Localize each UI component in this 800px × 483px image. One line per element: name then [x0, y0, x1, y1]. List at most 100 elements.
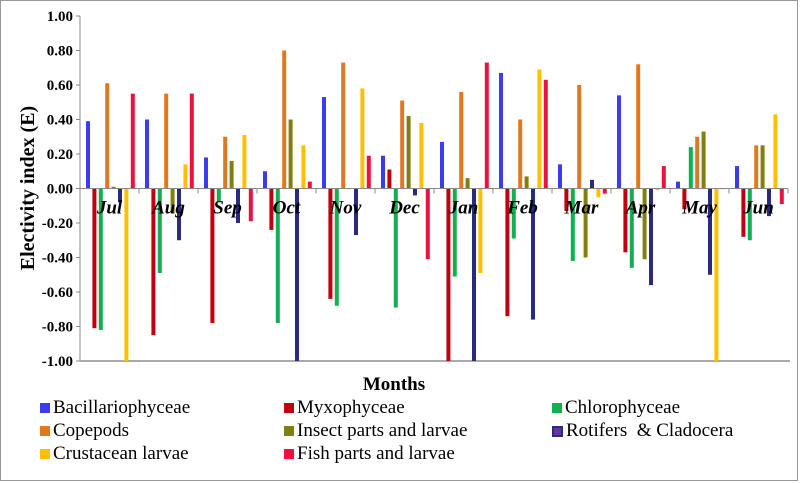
bar-aug-0: [145, 119, 149, 189]
bar-nov-7: [366, 155, 371, 189]
month-label: May: [681, 198, 717, 219]
bar-jul-5: [118, 188, 122, 203]
y-tick-label: 0.40: [47, 113, 73, 129]
y-tick-label: 0.00: [47, 182, 73, 198]
month-label: Feb: [506, 198, 538, 219]
bar-dec-1: [387, 169, 392, 189]
chart-plot: 1.00 0.80 0.60 0.40 0.20 0.00 -0.20 -0.40 -0.60 -…: [17, 9, 790, 395]
legend-swatch: [40, 449, 50, 459]
y-tick-label: 0.60: [47, 78, 73, 94]
bar-feb-1: [505, 188, 510, 317]
bar-jul-0: [86, 121, 90, 189]
month-label: Sep: [213, 198, 242, 219]
legend-item: Fish parts and larvae: [284, 443, 455, 465]
legend-item: Crustacean larvae: [40, 443, 189, 465]
y-tick-label: -0.40: [42, 251, 73, 267]
legend-swatch: [40, 403, 50, 413]
month-label: Jul: [96, 198, 123, 219]
bar-oct-0: [263, 171, 267, 189]
month-label: Aug: [151, 198, 185, 219]
y-tick-label: 0.20: [47, 147, 73, 163]
bar-may-2: [688, 147, 693, 189]
bar-feb-4: [524, 176, 529, 189]
bar-apr-4: [642, 188, 647, 260]
bar-jul-1: [92, 188, 97, 329]
bar-jul-7: [130, 93, 135, 189]
y-axis: 1.00 0.80 0.60 0.40 0.20 0.00 -0.20 -0.40 -0.60 -…: [42, 9, 790, 370]
bar-mar-4: [583, 188, 588, 258]
month-label: Jan: [448, 198, 479, 219]
bar-mar-5: [590, 179, 594, 189]
legend-item: Chlorophyceae: [552, 397, 680, 419]
bar-jun-5: [767, 188, 771, 217]
y-tick-label: -1.00: [42, 354, 73, 370]
legend-swatch: [552, 425, 563, 437]
bar-nov-2: [334, 188, 339, 306]
bar-dec-6: [419, 122, 424, 189]
bar-dec-7: [425, 188, 430, 260]
bar-dec-0: [381, 155, 385, 189]
bar-jan-2: [452, 188, 457, 277]
y-axis-title: Electivity index (E): [17, 106, 39, 270]
bar-jan-6: [478, 188, 483, 274]
bar-jun-7: [779, 188, 784, 205]
bar-mar-3: [577, 85, 582, 189]
bar-jan-5: [472, 188, 476, 361]
legend-swatch: [284, 449, 294, 459]
bar-dec-4: [406, 116, 411, 189]
bar-feb-0: [499, 72, 503, 189]
bar-apr-3: [636, 64, 641, 189]
bar-may-5: [708, 188, 712, 275]
bar-apr-7: [661, 166, 666, 189]
bar-apr-0: [617, 95, 621, 189]
bar-jan-1: [446, 188, 451, 361]
bar-jan-4: [465, 178, 470, 189]
bar-oct-6: [301, 145, 306, 189]
bar-oct-4: [288, 119, 293, 189]
legend-label: Fish parts and larvae: [297, 443, 455, 464]
bars-group: [86, 50, 784, 361]
bar-sep-7: [248, 188, 253, 222]
bar-jan-7: [484, 62, 489, 189]
legend-swatch: [40, 426, 50, 436]
bar-mar-1: [564, 188, 569, 211]
bar-aug-7: [189, 93, 194, 189]
bar-jun-1: [741, 188, 746, 237]
bar-aug-5: [177, 188, 181, 241]
bar-nov-5: [354, 188, 358, 236]
legend-swatch: [284, 403, 294, 413]
bar-may-3: [695, 136, 700, 189]
bar-feb-2: [511, 188, 516, 239]
month-label: Jun: [742, 198, 774, 219]
bar-may-0: [676, 181, 680, 189]
bar-may-4: [701, 131, 706, 189]
bar-aug-2: [157, 188, 162, 274]
bar-nov-3: [341, 62, 346, 189]
bar-may-1: [682, 188, 687, 210]
bar-aug-3: [164, 93, 169, 189]
bar-sep-4: [229, 160, 234, 189]
legend-item: Bacillariophyceae: [40, 397, 190, 419]
bar-jun-4: [760, 145, 765, 189]
bar-aug-4: [170, 188, 175, 213]
legend-label: Rotifers & Cladocera: [566, 420, 734, 441]
bar-apr-5: [649, 188, 653, 286]
bar-sep-2: [216, 188, 221, 203]
bar-mar-6: [596, 188, 601, 198]
legend-item: Rotifers & Cladocera: [552, 420, 733, 442]
bar-oct-5: [295, 188, 299, 361]
bar-dec-3: [400, 100, 405, 189]
legend-label: Copepods: [53, 420, 129, 441]
legend-label: Bacillariophyceae: [53, 397, 191, 418]
bar-feb-6: [537, 69, 542, 189]
bar-feb-7: [543, 79, 548, 189]
legend-swatch: [552, 403, 562, 413]
bar-apr-2: [629, 188, 634, 268]
y-tick-label: 0.80: [47, 44, 73, 60]
bar-jun-3: [754, 145, 759, 189]
bar-jan-3: [459, 91, 464, 189]
bar-sep-6: [242, 135, 247, 189]
legend-label: Myxophyceae: [297, 397, 405, 418]
bar-nov-6: [360, 88, 365, 189]
